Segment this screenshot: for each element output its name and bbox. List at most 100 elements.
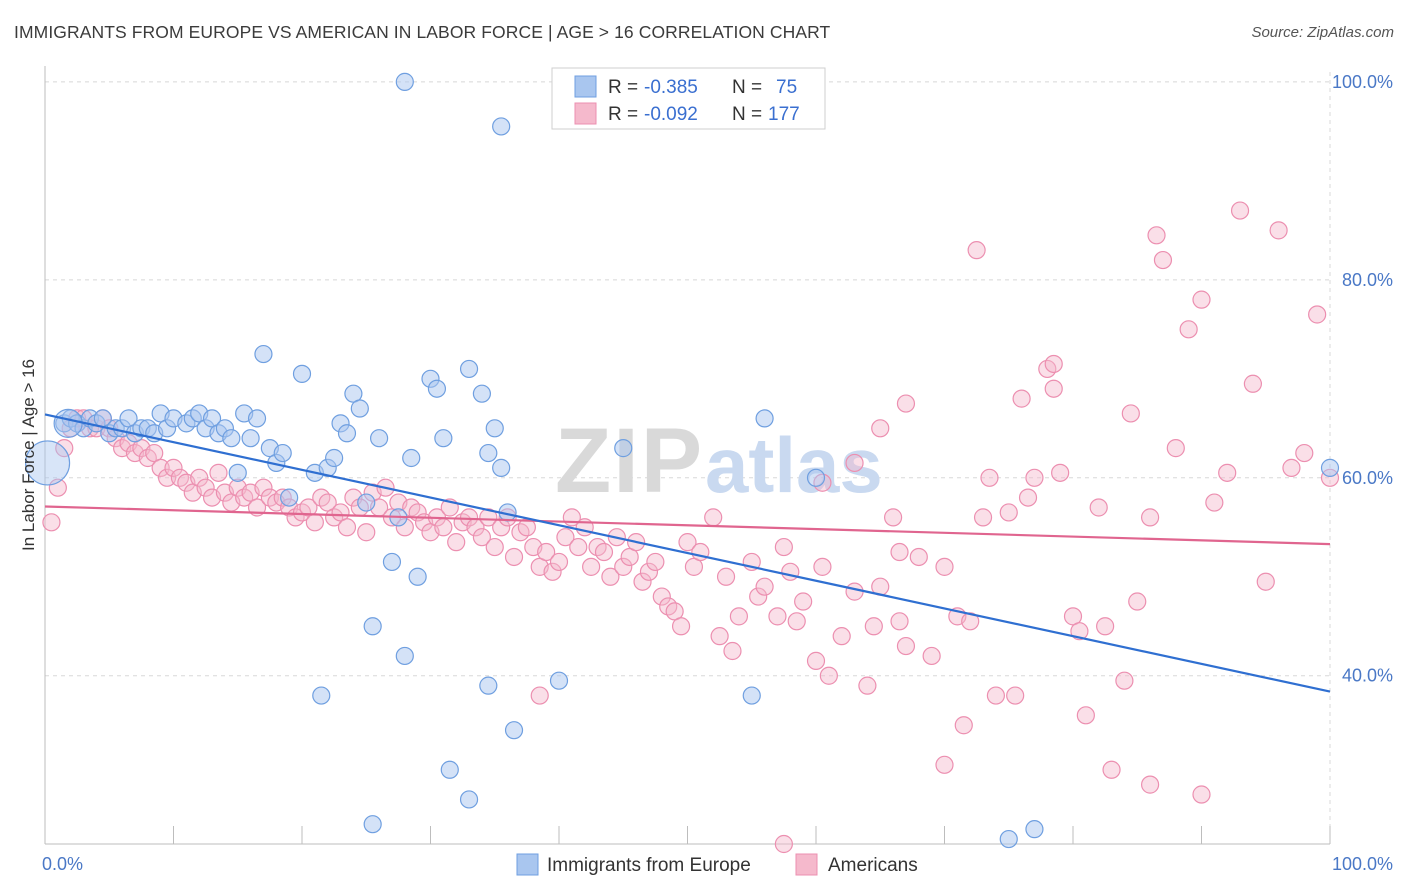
x-tick-label-0: 0.0% xyxy=(42,854,83,874)
immigrants-point-75 xyxy=(1320,458,1340,477)
americans-point-19 xyxy=(164,458,183,477)
americans-point-46 xyxy=(337,518,357,537)
watermark: ZIP atlas xyxy=(555,410,883,512)
immigrants-point-67 xyxy=(504,721,524,740)
americans-point-61 xyxy=(434,518,453,537)
legend-r-label-2: R = xyxy=(608,104,638,125)
legend-n-label-2: N = xyxy=(732,104,762,125)
legend-r-value-1: -0.385 xyxy=(644,77,698,98)
immigrants-point-33 xyxy=(273,443,292,463)
americans-point-112 xyxy=(781,562,800,581)
americans-point-98 xyxy=(671,617,691,636)
americans-point-79 xyxy=(549,552,569,572)
americans-point-102 xyxy=(704,508,723,527)
immigrants-point-56 xyxy=(434,429,453,448)
americans-point-143 xyxy=(1076,706,1095,725)
americans-point-89 xyxy=(614,557,633,576)
americans-point-164 xyxy=(1044,354,1063,374)
legend-r-value-2: -0.092 xyxy=(644,104,698,125)
americans-point-127 xyxy=(922,646,941,666)
americans-point-80 xyxy=(556,528,575,547)
immigrants-point-46 xyxy=(363,815,382,834)
americans-point-86 xyxy=(594,542,614,562)
immigrants-point-64 xyxy=(492,458,511,477)
americans-point-177 xyxy=(1096,617,1115,636)
americans-point-120 xyxy=(858,676,877,695)
americans-point-108 xyxy=(749,587,768,606)
immigrants-cluster-point-2 xyxy=(53,408,83,438)
americans-point-147 xyxy=(1128,592,1147,611)
americans-point-77 xyxy=(537,542,556,562)
americans-point-137 xyxy=(1012,389,1031,408)
americans-point-140 xyxy=(1044,379,1063,398)
immigrants-point-73 xyxy=(999,829,1018,849)
americans-point-113 xyxy=(787,612,806,631)
immigrants-point-55 xyxy=(427,379,447,398)
legend-n-value-2: 177 xyxy=(768,104,800,125)
bottom-legend-swatch-pink xyxy=(795,853,818,876)
americans-point-105 xyxy=(723,641,742,661)
americans-point-126 xyxy=(909,547,928,567)
americans-point-176 xyxy=(1018,488,1038,507)
immigrants-cluster-point xyxy=(24,440,71,486)
americans-point-170 xyxy=(890,542,909,562)
immigrants-point-51 xyxy=(402,448,421,468)
americans-point-110 xyxy=(768,607,787,626)
immigrants-point-72 xyxy=(806,468,826,487)
legend-n-label-1: N = xyxy=(732,77,762,98)
americans-point-63 xyxy=(447,533,466,552)
americans-point-156 xyxy=(1230,201,1250,220)
immigrants-point-53 xyxy=(395,72,414,91)
americans-point-179 xyxy=(1192,785,1211,804)
americans-point-115 xyxy=(806,651,826,670)
americans-point-132 xyxy=(973,508,993,527)
americans-point-72 xyxy=(504,547,524,567)
americans-point-130 xyxy=(954,716,973,735)
americans-point-0 xyxy=(42,513,61,532)
americans-point-17 xyxy=(151,458,170,477)
bottom-legend-americans: Americans xyxy=(828,855,918,876)
series-americans-points xyxy=(42,201,1340,854)
immigrants-point-59 xyxy=(459,790,479,809)
immigrants-point-29 xyxy=(247,409,267,428)
americans-point-116 xyxy=(813,557,832,576)
immigrants-point-62 xyxy=(479,443,498,463)
immigrants-point-60 xyxy=(472,384,491,403)
immigrants-point-61 xyxy=(479,676,498,695)
americans-point-23 xyxy=(190,468,209,487)
americans-point-149 xyxy=(1147,226,1166,245)
immigrants-point-50 xyxy=(395,646,414,666)
americans-point-173 xyxy=(871,419,890,438)
immigrants-point-41 xyxy=(337,424,357,443)
y-tick-label-0: 40.0% xyxy=(1342,666,1393,686)
x-tick-labels: 0.0% 100.0% xyxy=(42,854,1393,874)
americans-point-150 xyxy=(1153,250,1173,270)
americans-point-33 xyxy=(254,478,273,497)
americans-point-117 xyxy=(819,666,838,685)
americans-point-92 xyxy=(633,572,652,591)
americans-point-159 xyxy=(1269,221,1288,240)
immigrants-point-63 xyxy=(485,419,504,438)
americans-point-124 xyxy=(890,612,909,631)
immigrants-point-68 xyxy=(549,671,569,690)
y-tick-label-3: 100.0% xyxy=(1332,72,1393,92)
americans-point-165 xyxy=(935,755,954,774)
americans-point-138 xyxy=(1025,468,1044,487)
americans-point-174 xyxy=(896,394,916,413)
americans-point-125 xyxy=(896,636,916,656)
chart-title: IMMIGRANTS FROM EUROPE VS AMERICAN IN LA… xyxy=(14,22,831,42)
americans-point-94 xyxy=(646,552,665,572)
americans-point-84 xyxy=(582,557,601,576)
immigrants-point-28 xyxy=(241,429,260,448)
americans-point-68 xyxy=(479,508,498,527)
americans-point-119 xyxy=(845,582,864,601)
americans-point-152 xyxy=(1179,320,1198,339)
bottom-legend-immigrants: Immigrants from Europe xyxy=(547,855,751,876)
americans-point-169 xyxy=(845,453,864,473)
americans-point-131 xyxy=(961,612,980,631)
americans-point-93 xyxy=(639,562,659,581)
americans-point-106 xyxy=(729,607,749,626)
americans-point-145 xyxy=(1102,760,1121,779)
immigrants-point-48 xyxy=(382,552,402,572)
